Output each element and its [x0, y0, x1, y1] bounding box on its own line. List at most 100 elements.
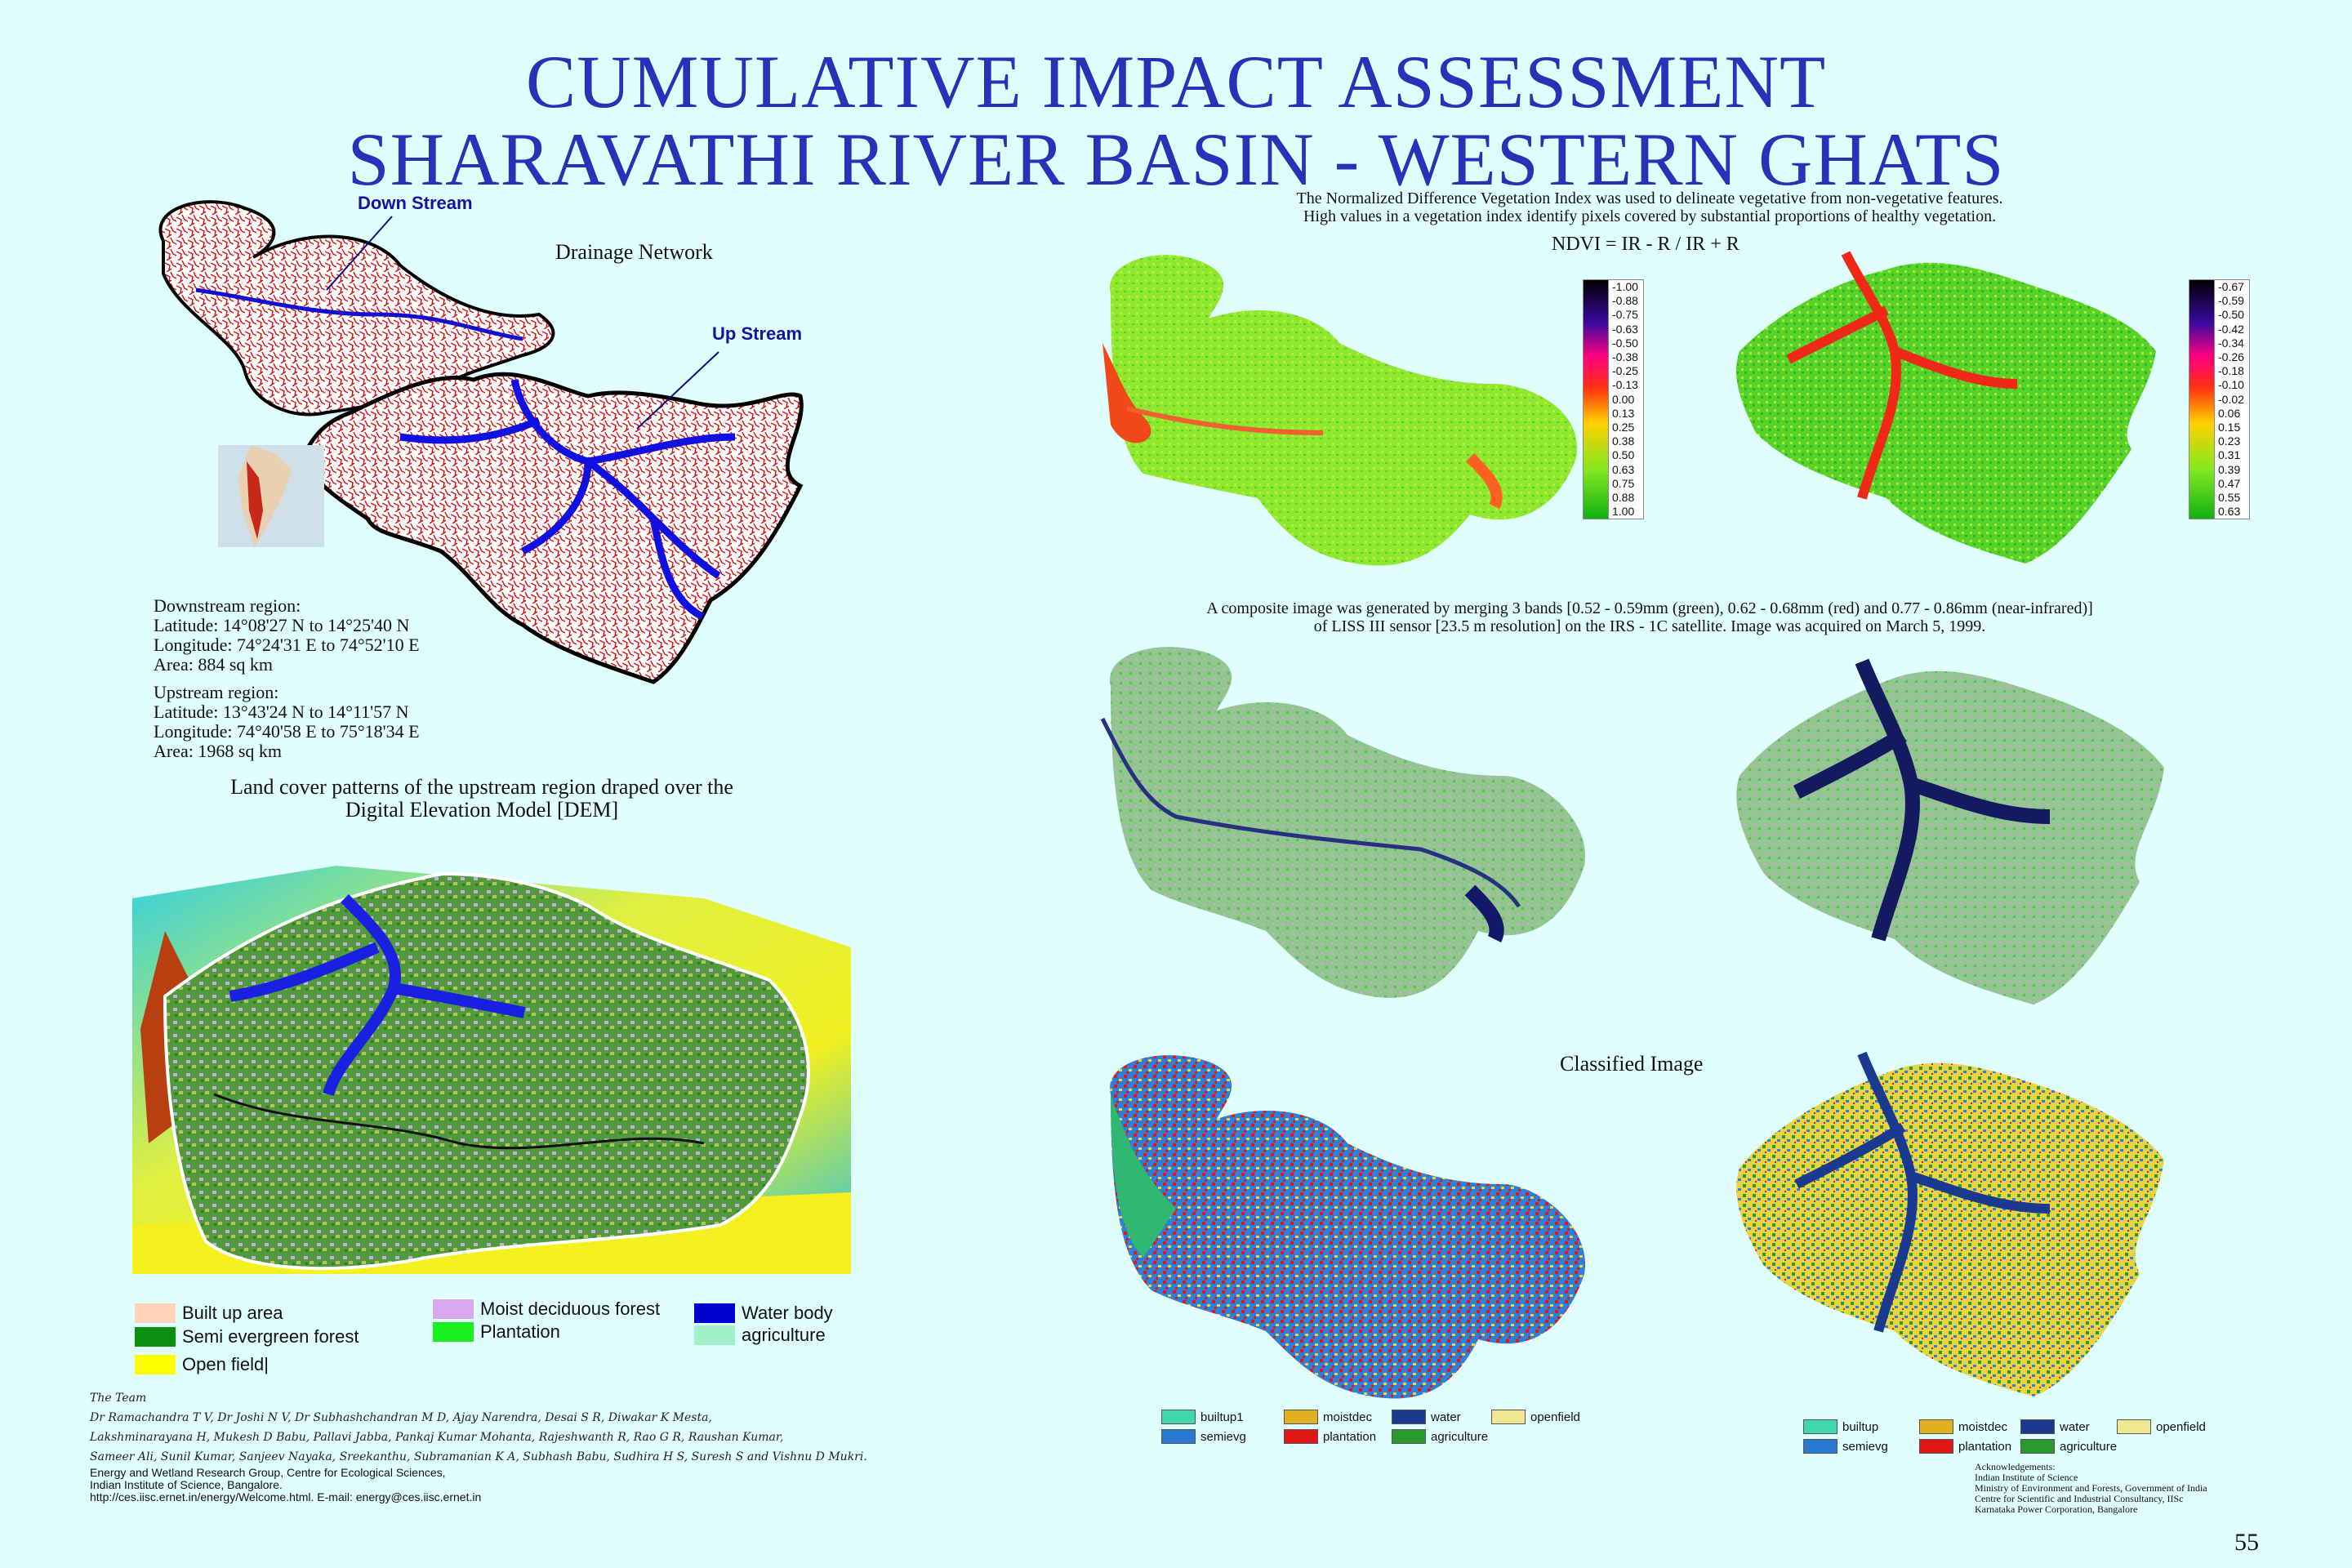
dem-caption-line-2: Digital Elevation Model [DEM]: [345, 798, 619, 822]
ndvi-left-tick-13: 0.63: [1612, 462, 1635, 476]
composite-desc-line-1: A composite image was generated by mergi…: [1206, 599, 2093, 617]
cls-left-swatch-builtup1: [1161, 1410, 1196, 1424]
cls-left-swatch-water: [1392, 1410, 1426, 1424]
dem-legend-agriculture: agriculture: [694, 1325, 826, 1346]
ndvi-downstream-map: [1102, 255, 1577, 566]
composite-downstream-map: [1100, 647, 1585, 998]
ndvi-desc-line-1: The Normalized Difference Vegetation Ind…: [1296, 189, 2003, 207]
dem-landcover-image: [132, 866, 851, 1274]
ndvi-left-tick-10: 0.25: [1612, 421, 1635, 434]
cls-right-swatch-agriculture: [2020, 1439, 2055, 1454]
dem-legend-semi-evergreen-swatch: [135, 1327, 176, 1347]
cls-left-label-openfield: openfield: [1530, 1410, 1580, 1424]
river-main: [195, 287, 523, 341]
cls-left-label-water: water: [1431, 1410, 1461, 1424]
ndvi-description: The Normalized Difference Vegetation Ind…: [1143, 189, 2156, 225]
ndvi-left-tick-5: -0.38: [1612, 350, 1638, 364]
cls-right-legend-plantation: plantation: [1919, 1439, 2011, 1454]
dem-legend-agriculture-swatch: [694, 1325, 735, 1345]
composite-desc-line-2: of LISS III sensor [23.5 m resolution] o…: [1313, 617, 1986, 635]
down-stream-pointer: [326, 216, 393, 291]
downstream-area: Area: 884 sq km: [154, 654, 274, 675]
classified-caption: Classified Image: [1560, 1052, 1704, 1076]
ndvi-left-tick-3: -0.63: [1612, 322, 1638, 336]
ndvi-right-tick-11: 0.23: [2218, 434, 2241, 448]
up-stream-pointer: [636, 351, 719, 430]
dem-legend-water-body: Water body: [694, 1303, 833, 1324]
cls-left-label-plantation: plantation: [1323, 1429, 1377, 1444]
ndvi-left-tick-2: -0.75: [1612, 308, 1638, 322]
cls-left-legend-agriculture: agriculture: [1392, 1429, 1488, 1444]
team-group: Energy and Wetland Research Group, Centr…: [90, 1466, 446, 1479]
upstream-latitude: Latitude: 13°43'24 N to 14°11'57 N: [154, 702, 409, 722]
ndvi-left-tick-0: -1.00: [1612, 280, 1638, 293]
upstream-longitude: Longitude: 74°40'58 E to 75°18'34 E: [154, 721, 420, 742]
ack-heading: Acknowledgements:: [1975, 1461, 2056, 1472]
down-stream-label: Down Stream: [358, 193, 473, 213]
title-line-2: SHARAVATHI RIVER BASIN - WESTERN GHATS: [347, 118, 2005, 201]
cls-left-label-builtup1: builtup1: [1200, 1410, 1244, 1424]
ack-kpc: Karnataka Power Corporation, Bangalore: [1975, 1503, 2138, 1515]
cls-right-label-plantation: plantation: [1958, 1439, 2012, 1454]
cls-right-legend-builtup: builtup: [1803, 1419, 1878, 1434]
dem-legend-builtup-label: Built up area: [182, 1303, 283, 1323]
ack-csic: Centre for Scientific and Industrial Con…: [1975, 1493, 2184, 1504]
cls-right-label-openfield: openfield: [2156, 1419, 2206, 1434]
upstream-area: Area: 1968 sq km: [154, 741, 283, 761]
ndvi-right-tick-12: 0.31: [2218, 448, 2241, 462]
ack-iisc: Indian Institute of Science: [1975, 1472, 2078, 1483]
up-stream-label: Up Stream: [712, 323, 803, 344]
title-line-1: CUMULATIVE IMPACT ASSESSMENT: [525, 40, 1827, 123]
ndvi-right-tick-13: 0.39: [2218, 462, 2241, 476]
ndvi-left-tick-7: -0.13: [1612, 378, 1638, 392]
cls-right-legend-agriculture: agriculture: [2020, 1439, 2117, 1454]
ndvi-right-tick-8: -0.02: [2218, 392, 2244, 406]
composite-upstream-map: [1736, 658, 2164, 1004]
ndvi-right-tick-10: 0.15: [2218, 421, 2241, 434]
cls-right-swatch-water: [2020, 1419, 2055, 1434]
downstream-latitude: Latitude: 14°08'27 N to 14°25'40 N: [154, 615, 410, 635]
ndvi-left-tick-6: -0.25: [1612, 364, 1638, 378]
ndvi-formula: NDVI = IR - R / IR + R: [1552, 234, 1740, 255]
cls-left-swatch-moistdec: [1284, 1410, 1318, 1424]
ndvi-left-tick-11: 0.38: [1612, 434, 1635, 448]
dem-caption-line-1: Land cover patterns of the upstream regi…: [230, 775, 733, 799]
acknowledgements: Acknowledgements: Indian Institute of Sc…: [1975, 1462, 2207, 1515]
team-line-3: Sameer Ali, Sunil Kumar, Sanjeev Nayaka,…: [90, 1450, 867, 1463]
ndvi-right-tick-3: -0.42: [2218, 322, 2244, 336]
downstream-region: [158, 200, 555, 416]
page-number: 55: [2234, 1529, 2259, 1556]
dem-legend-plantation: Plantation: [433, 1321, 560, 1343]
cls-left-swatch-openfield: [1491, 1410, 1526, 1424]
ndvi-right-tick-16: 0.63: [2218, 505, 2241, 519]
cls-right-label-agriculture: agriculture: [2060, 1439, 2118, 1454]
cls-left-swatch-plantation: [1284, 1429, 1318, 1444]
india-inset-map: [218, 445, 324, 547]
cls-left-legend-water: water: [1392, 1410, 1461, 1424]
ndvi-scale-left-bar: [1584, 280, 1609, 519]
ndvi-right-tick-14: 0.47: [2218, 476, 2241, 490]
dem-legend-open-field: Open field|: [135, 1354, 269, 1375]
team-affiliation: Energy and Wetland Research Group, Centr…: [90, 1467, 481, 1503]
ack-moef: Ministry of Environment and Forests, Gov…: [1975, 1482, 2207, 1494]
ndvi-left-tick-16: 1.00: [1612, 505, 1635, 519]
ndvi-right-tick-7: -0.10: [2218, 378, 2244, 392]
dem-legend-open-field-label: Open field|: [182, 1354, 270, 1374]
cls-right-legend-semievg: semievg: [1803, 1439, 1888, 1454]
cls-left-legend-openfield: openfield: [1491, 1410, 1580, 1424]
ndvi-scale-right-bar: [2189, 280, 2215, 519]
ndvi-right-tick-9: 0.06: [2218, 406, 2241, 420]
downstream-heading: Downstream region:: [154, 595, 301, 616]
ndvi-left-tick-4: -0.50: [1612, 336, 1638, 350]
dem-legend-moist-deciduous-label: Moist deciduous forest: [480, 1298, 661, 1319]
cls-left-swatch-semievg: [1161, 1429, 1196, 1444]
ndvi-right-tick-0: -0.67: [2218, 280, 2244, 293]
upstream-info: Upstream region: Latitude: 13°43'24 N to…: [154, 683, 420, 761]
ndvi-scale-right-labels: -0.67 -0.59 -0.50 -0.42 -0.34 -0.26 -0.18 -0.10…: [2215, 280, 2249, 519]
classified-upstream-map: [1736, 1051, 2164, 1396]
dem-legend-agriculture-label: agriculture: [742, 1325, 826, 1345]
ndvi-left-tick-14: 0.75: [1612, 476, 1635, 490]
cls-right-label-builtup: builtup: [1842, 1419, 1879, 1434]
dem-legend-semi-evergreen-label: Semi evergreen forest: [182, 1326, 359, 1347]
ndvi-left-tick-15: 0.88: [1612, 491, 1635, 505]
